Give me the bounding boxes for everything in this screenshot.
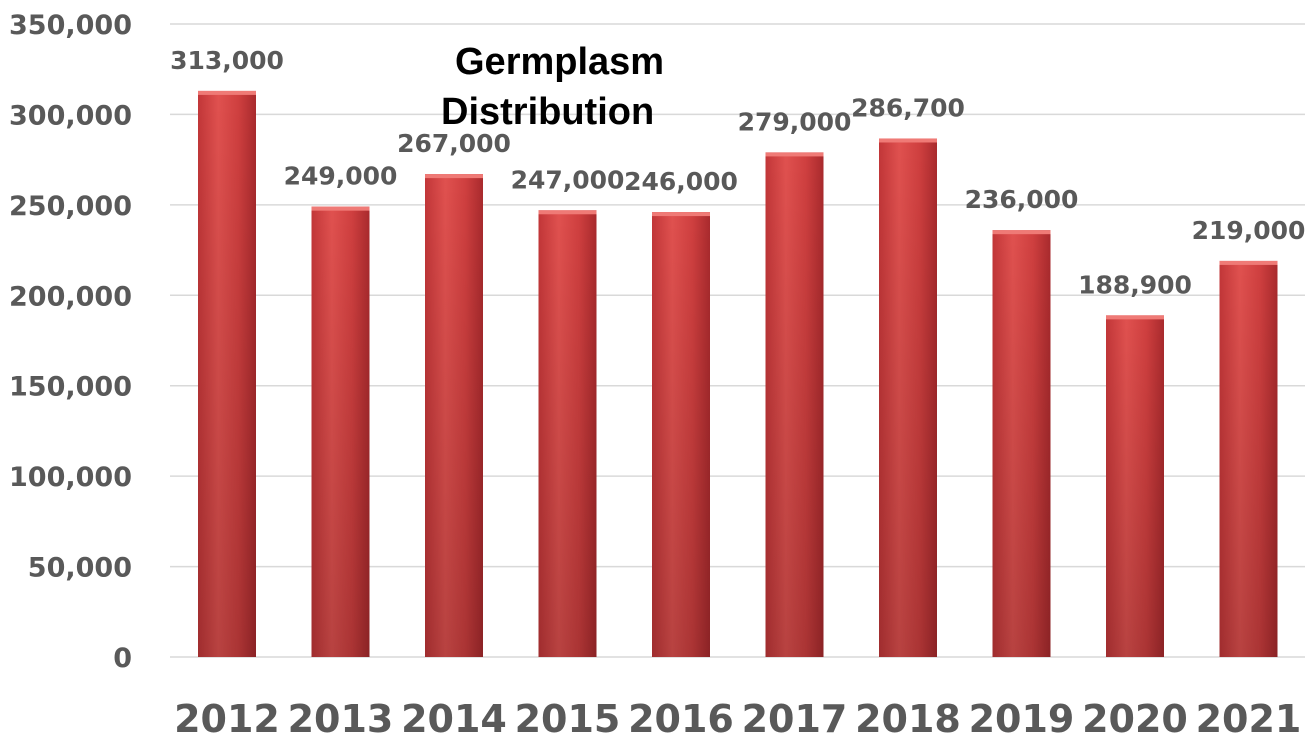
chart-title: Germplasm Distribution bbox=[441, 41, 675, 133]
bar-top-highlight bbox=[1106, 315, 1164, 320]
data-label: 279,000 bbox=[738, 107, 852, 136]
x-tick-label: 2013 bbox=[288, 697, 394, 738]
chart-title-line-2: Distribution bbox=[441, 91, 654, 133]
bar-top-highlight bbox=[425, 174, 483, 179]
bar-top-highlight bbox=[538, 210, 597, 215]
y-tick-label: 350,000 bbox=[9, 10, 132, 41]
data-label: 247,000 bbox=[511, 165, 625, 194]
y-tick-label: 100,000 bbox=[9, 462, 132, 493]
bar-top-highlight bbox=[652, 212, 710, 217]
bar-shading bbox=[311, 206, 370, 657]
y-tick-label: 250,000 bbox=[9, 191, 132, 222]
y-axis-tick-labels: 0 50,000 100,000 150,000 200,000 250,000 300,0… bbox=[9, 10, 132, 674]
x-tick-label: 2017 bbox=[742, 697, 848, 738]
bar-shading bbox=[652, 212, 710, 657]
bar-top-highlight bbox=[198, 90, 256, 95]
x-tick-label: 2020 bbox=[1082, 697, 1188, 738]
bar-top-highlight bbox=[992, 230, 1051, 235]
data-label: 286,700 bbox=[851, 93, 965, 122]
chart-title-line-1: Germplasm bbox=[455, 41, 664, 83]
x-tick-label: 2021 bbox=[1196, 697, 1302, 738]
data-label: 249,000 bbox=[284, 162, 398, 191]
x-tick-label: 2012 bbox=[174, 697, 280, 738]
x-tick-label: 2019 bbox=[969, 697, 1075, 738]
x-tick-label: 2018 bbox=[855, 697, 961, 738]
bar-shading bbox=[425, 174, 483, 657]
x-tick-label: 2014 bbox=[401, 697, 507, 738]
bar-shading bbox=[765, 152, 824, 657]
y-tick-label: 150,000 bbox=[9, 372, 132, 403]
bar-shading bbox=[538, 210, 597, 658]
data-label: 313,000 bbox=[170, 46, 284, 75]
data-label: 246,000 bbox=[624, 167, 738, 196]
data-label: 236,000 bbox=[965, 185, 1079, 214]
y-tick-label: 0 bbox=[113, 643, 132, 674]
data-label: 267,000 bbox=[397, 129, 511, 158]
bar-top-highlight bbox=[879, 138, 937, 143]
bar-shading bbox=[1219, 260, 1278, 657]
bar-top-highlight bbox=[311, 206, 370, 211]
bar-shading bbox=[198, 90, 256, 658]
bar-shading bbox=[992, 230, 1051, 658]
y-tick-label: 50,000 bbox=[28, 553, 132, 584]
data-label: 188,900 bbox=[1078, 270, 1192, 299]
data-label: 219,000 bbox=[1192, 216, 1306, 245]
x-axis-tick-labels: 2012 2013 2014 2015 2016 2017 2018 2019 2020 2021 bbox=[174, 697, 1301, 738]
x-tick-label: 2015 bbox=[515, 697, 621, 738]
bar-top-highlight bbox=[765, 152, 824, 157]
bar-shading bbox=[879, 138, 937, 658]
y-tick-label: 200,000 bbox=[9, 281, 132, 312]
bar-shading bbox=[1106, 315, 1164, 657]
bars bbox=[198, 90, 1278, 658]
x-tick-label: 2016 bbox=[628, 697, 734, 738]
y-tick-label: 300,000 bbox=[9, 100, 132, 131]
bar-top-highlight bbox=[1219, 260, 1278, 265]
